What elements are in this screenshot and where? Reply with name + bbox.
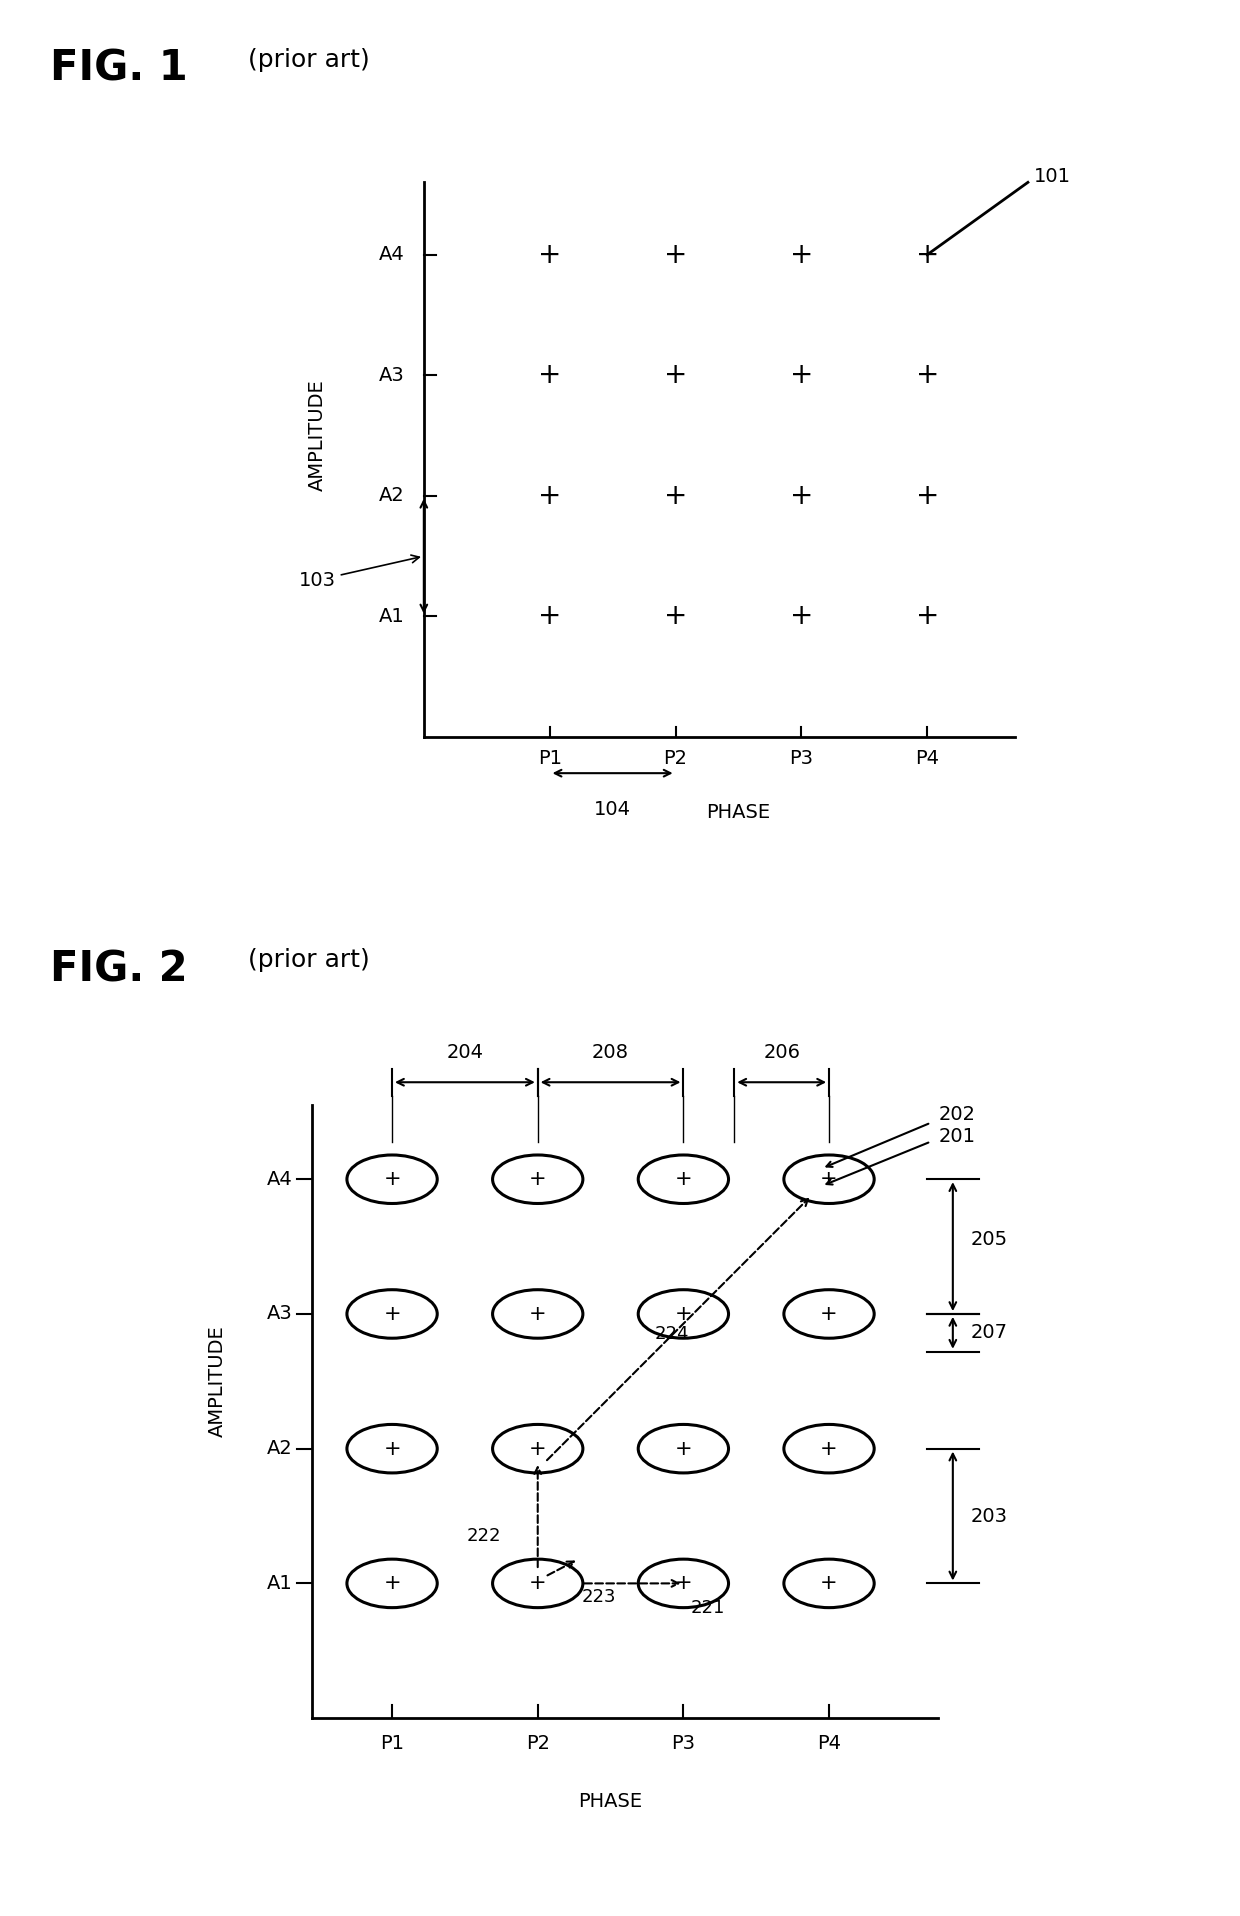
Text: A4: A4 [379,245,405,264]
Ellipse shape [784,1289,874,1337]
Ellipse shape [639,1289,729,1337]
Text: A3: A3 [268,1305,293,1324]
Text: 207: 207 [971,1324,1007,1343]
Ellipse shape [347,1155,438,1203]
Text: AMPLITUDE: AMPLITUDE [308,379,326,490]
Text: +: + [529,1439,547,1458]
Text: P1: P1 [381,1734,404,1753]
Text: P2: P2 [663,749,687,768]
Ellipse shape [784,1560,874,1608]
Text: PHASE: PHASE [579,1791,642,1811]
Text: A1: A1 [268,1573,293,1592]
Ellipse shape [492,1155,583,1203]
Ellipse shape [492,1560,583,1608]
Text: 205: 205 [971,1230,1007,1249]
Ellipse shape [347,1289,438,1337]
Text: +: + [663,602,687,630]
Text: +: + [820,1305,838,1324]
Text: +: + [675,1305,692,1324]
Text: +: + [820,1573,838,1594]
Ellipse shape [784,1424,874,1473]
Text: P4: P4 [915,749,939,768]
Text: A2: A2 [379,487,405,506]
Text: +: + [915,602,939,630]
Text: AMPLITUDE: AMPLITUDE [208,1326,227,1437]
Ellipse shape [347,1424,438,1473]
Text: (prior art): (prior art) [248,948,370,973]
Text: +: + [820,1169,838,1190]
Text: PHASE: PHASE [707,803,770,822]
Text: 208: 208 [591,1042,629,1061]
Text: (prior art): (prior art) [248,48,370,73]
Ellipse shape [639,1424,729,1473]
Text: +: + [383,1573,401,1594]
Text: +: + [529,1305,547,1324]
Text: P3: P3 [790,749,813,768]
Text: +: + [915,362,939,389]
Ellipse shape [492,1289,583,1337]
Text: +: + [915,481,939,510]
Text: +: + [663,362,687,389]
Text: +: + [915,241,939,268]
Text: 221: 221 [691,1598,725,1617]
Text: +: + [383,1305,401,1324]
Text: +: + [529,1573,547,1594]
Text: FIG. 1: FIG. 1 [50,48,187,90]
Text: +: + [538,481,562,510]
Text: +: + [383,1169,401,1190]
Text: A4: A4 [268,1171,293,1188]
Text: +: + [820,1439,838,1458]
Text: A3: A3 [379,366,405,385]
Text: 203: 203 [971,1506,1007,1525]
Ellipse shape [639,1560,729,1608]
Text: 206: 206 [764,1042,801,1061]
Text: +: + [538,241,562,268]
Text: +: + [529,1169,547,1190]
Text: 101: 101 [1034,167,1071,186]
Text: 224: 224 [655,1326,688,1343]
Text: +: + [663,241,687,268]
Ellipse shape [639,1155,729,1203]
Text: +: + [383,1439,401,1458]
Ellipse shape [347,1560,438,1608]
Text: 104: 104 [594,799,631,818]
Text: +: + [675,1169,692,1190]
Text: P1: P1 [538,749,562,768]
Text: +: + [538,362,562,389]
Text: +: + [790,602,813,630]
Text: +: + [538,602,562,630]
Text: 103: 103 [299,556,419,590]
Text: P2: P2 [526,1734,549,1753]
Text: 222: 222 [466,1527,501,1544]
Text: FIG. 2: FIG. 2 [50,948,187,991]
Ellipse shape [492,1424,583,1473]
Text: P4: P4 [817,1734,841,1753]
Text: +: + [790,241,813,268]
Text: A2: A2 [268,1439,293,1458]
Text: +: + [790,481,813,510]
Ellipse shape [784,1155,874,1203]
Text: 202: 202 [939,1106,976,1125]
Text: +: + [675,1573,692,1594]
Text: P3: P3 [671,1734,696,1753]
Text: +: + [663,481,687,510]
Text: +: + [675,1439,692,1458]
Text: A1: A1 [379,607,405,627]
Text: 223: 223 [582,1588,616,1606]
Text: 201: 201 [939,1127,976,1146]
Text: 204: 204 [446,1042,484,1061]
Text: +: + [790,362,813,389]
